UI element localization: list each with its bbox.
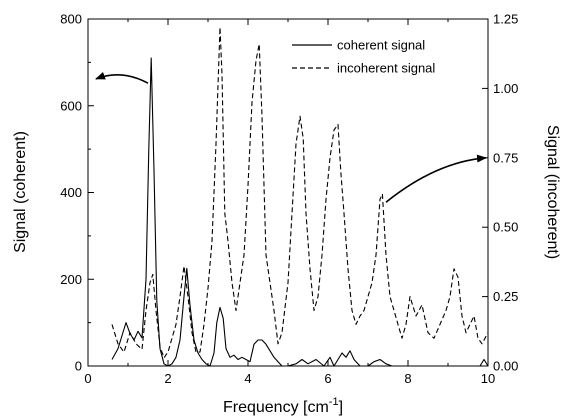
left-axis-title: Signal (coherent)	[12, 131, 29, 253]
left-axis-ticks: 0 200 400 600 800	[60, 12, 94, 374]
right-tick-label: 1.00	[493, 81, 518, 96]
right-tick-label: 0.00	[493, 359, 518, 374]
x-tick-label: 10	[481, 371, 495, 386]
arrow-left-axis	[95, 71, 149, 84]
left-tick-label: 200	[60, 272, 82, 287]
x-tick-label: 6	[324, 371, 331, 386]
right-tick-label: 1.25	[493, 12, 518, 27]
legend: coherent signal incoherent signal	[292, 38, 435, 76]
left-tick-label: 0	[75, 359, 82, 374]
right-tick-label: 0.50	[493, 220, 518, 235]
legend-label-coherent: coherent signal	[337, 38, 425, 53]
x-tick-label: 8	[404, 371, 411, 386]
left-tick-label: 600	[60, 98, 82, 113]
series-layer	[111, 26, 489, 367]
annotation-layer	[95, 71, 487, 203]
right-axis-title: Signal (incoherent)	[544, 125, 561, 259]
left-tick-label: 400	[60, 185, 82, 200]
legend-label-incoherent: incoherent signal	[337, 61, 435, 76]
x-axis-title: Frequency [cm-1]	[223, 396, 343, 416]
right-tick-label: 0.25	[493, 289, 518, 304]
x-tick-label: 0	[84, 371, 91, 386]
coherent-signal-line	[111, 57, 489, 367]
right-tick-label: 0.75	[493, 150, 518, 165]
x-tick-label: 4	[244, 371, 251, 386]
left-tick-label: 800	[60, 12, 82, 27]
incoherent-signal-line	[111, 26, 489, 359]
right-axis-ticks: 0.00 0.25 0.50 0.75 1.00 1.25	[482, 12, 518, 374]
x-tick-label: 2	[164, 371, 171, 386]
arrow-right-axis	[385, 154, 487, 203]
